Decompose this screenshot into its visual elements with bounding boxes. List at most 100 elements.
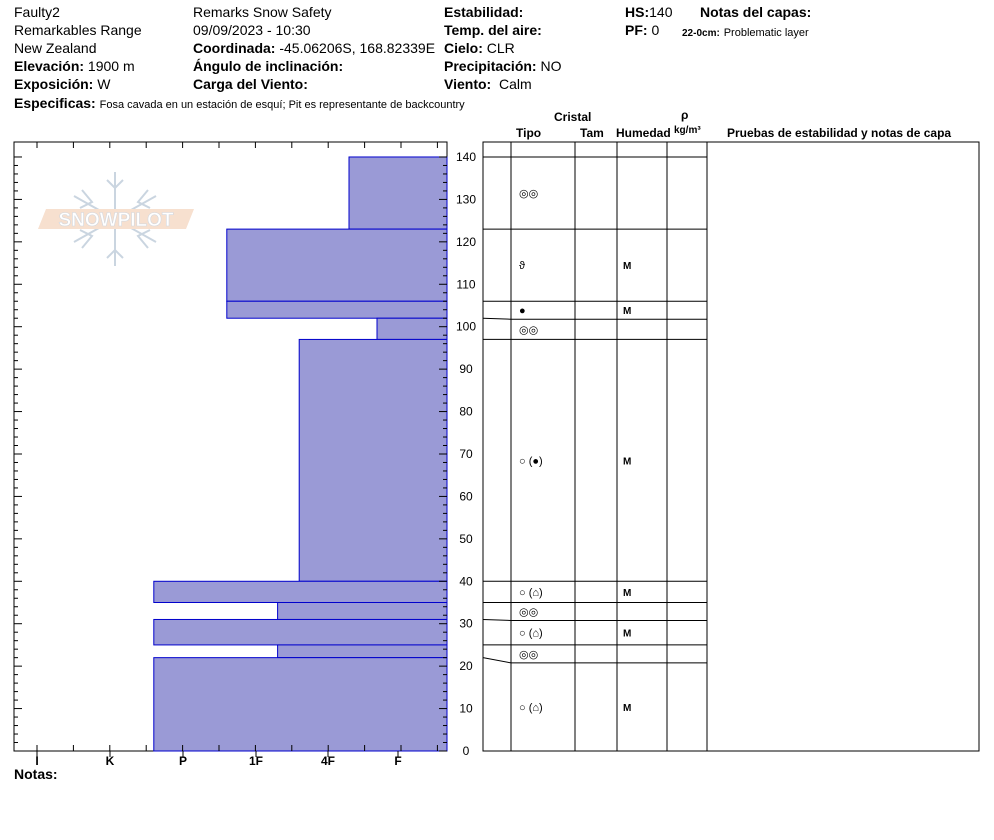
hardness-bar-6 (277, 601, 448, 620)
x-tick-label: F (394, 754, 401, 768)
pf: PF: 0 (625, 21, 659, 39)
hardness-bar-0 (348, 156, 448, 230)
elevation: Elevación: 1900 m (14, 57, 135, 75)
grain-type: ○ (⌂) (519, 702, 543, 714)
layer-note-text: Problematic layer (723, 27, 809, 39)
stability-label: Estabilidad: (444, 4, 524, 20)
moisture-value: M (623, 588, 631, 599)
country-name: New Zealand (14, 40, 97, 56)
x-tick-label: 1F (249, 754, 263, 768)
layer-notes-label: Notas del capas: (700, 4, 812, 20)
y-tick-label: 120 (456, 235, 476, 249)
hs-value: 140 (649, 4, 673, 20)
grain-type: ◎◎ (519, 188, 538, 200)
x-tick-label: 4F (321, 754, 335, 768)
col-rho: ρ (681, 108, 689, 122)
col-cristal: Cristal (554, 110, 592, 124)
y-tick-label: 10 (459, 702, 473, 716)
hardness-profile: I K P 1F 4F F 0 10 20 30 40 50 60 70 80 90 100 110 120 130 1… (13, 141, 476, 768)
coordinates: Coordinada: -45.06206S, 168.82339E (193, 39, 435, 57)
y-tick-label: 50 (459, 532, 473, 546)
grain-type: ○ (●) (519, 455, 543, 467)
y-tick-label: 130 (456, 192, 476, 206)
y-tick-label: 20 (459, 659, 473, 673)
range-name: Remarkables Range (14, 22, 142, 38)
hs: HS:140 (625, 3, 672, 21)
grain-type: ◎◎ (519, 649, 538, 661)
hardness-bar-9 (153, 657, 448, 752)
sky-value: CLR (486, 40, 515, 56)
grain-type: ◎◎ (519, 606, 538, 618)
layer-note-depth: 22-0cm: (682, 28, 720, 39)
col-tipo: Tipo (516, 126, 542, 140)
x-tick-label: P (179, 754, 187, 768)
y-tick-label: 0 (463, 744, 470, 758)
wind-value: Calm (498, 76, 532, 92)
y-tick-label: 90 (459, 362, 473, 376)
col-tests: Pruebas de estabilidad y notas de capa (727, 126, 952, 140)
hardness-bar-7 (153, 618, 448, 646)
wind-label: Viento: (444, 76, 492, 92)
logo-banner (38, 209, 194, 229)
pf-value: 0 (651, 22, 660, 38)
x-tick-label: I (35, 754, 38, 768)
y-tick-label: 140 (456, 150, 476, 164)
notes-label: Notas: (14, 766, 58, 782)
pf-label: PF: (625, 22, 648, 38)
col-density-unit: kg/m³ (674, 125, 701, 136)
slope-label: Ángulo de inclinación: (193, 58, 344, 74)
precip-value: NO (540, 58, 562, 74)
moisture-value: M (623, 703, 631, 714)
moisture-value: M (623, 456, 631, 467)
specifics: Especificas: Fosa cavada en un estación … (14, 94, 465, 114)
y-tick-label: 80 (459, 405, 473, 419)
layer-connector (482, 657, 512, 664)
moisture-value: M (623, 629, 631, 640)
precipitation: Precipitación: NO (444, 57, 561, 75)
grain-type: ○ (⌂) (519, 587, 543, 599)
elevation-value: 1900 m (87, 58, 135, 74)
hardness-bar-3 (376, 317, 448, 340)
col-tam: Tam (580, 126, 604, 140)
moisture-value: M (623, 306, 631, 317)
grain-type: ◎◎ (519, 324, 538, 336)
sky-label: Cielo: (444, 40, 483, 56)
layer-connector (482, 317, 512, 320)
hardness-bar-5 (153, 580, 448, 603)
wind: Viento: Calm (444, 75, 532, 93)
layer-note: 22-0cm: Problematic layer (682, 22, 809, 43)
y-tick-label: 60 (459, 489, 473, 503)
precip-label: Precipitación: (444, 58, 537, 74)
datetime: 09/09/2023 - 10:30 (193, 22, 311, 38)
operation-name: Remarks Snow Safety (193, 4, 332, 20)
hardness-bar-8 (277, 644, 448, 659)
layer-connector (482, 618, 512, 621)
layer-table: ◎◎ ϑ M ● M ◎◎ ○ (●) M ○ (⌂) M ◎◎ ○ (⌂) M ◎◎ ○ (⌂) M (482, 141, 980, 752)
grain-type: ϑ (519, 260, 525, 272)
coord-label: Coordinada: (193, 40, 276, 56)
grain-type: ○ (⌂) (519, 628, 543, 640)
moisture-value: M (623, 261, 631, 272)
wind-load-label: Carga del Viento: (193, 76, 308, 92)
pit-name: Faulty2 (14, 4, 60, 20)
specifics-label: Especificas: (14, 95, 96, 111)
hardness-bar-1 (226, 228, 448, 302)
snowpilot-logo: SNOWPILOT (38, 172, 194, 266)
air-temp-label: Temp. del aire: (444, 22, 542, 38)
hs-label: HS: (625, 4, 650, 20)
y-tick-label: 40 (459, 574, 473, 588)
exposure: Exposición: W (14, 75, 110, 93)
logo-text: SNOWPILOT (58, 210, 173, 231)
y-tick-label: 70 (459, 447, 473, 461)
sky: Cielo: CLR (444, 39, 515, 57)
exposure-value: W (97, 76, 111, 92)
y-tick-label: 30 (459, 617, 473, 631)
exposure-label: Exposición: (14, 76, 94, 92)
grain-type: ● (519, 305, 526, 317)
col-humedad: Humedad (616, 126, 671, 140)
table-frame (482, 141, 980, 752)
hardness-bar-4 (298, 338, 448, 582)
coord-value: -45.06206S, 168.82339E (279, 40, 436, 56)
x-tick-label: K (106, 754, 115, 768)
